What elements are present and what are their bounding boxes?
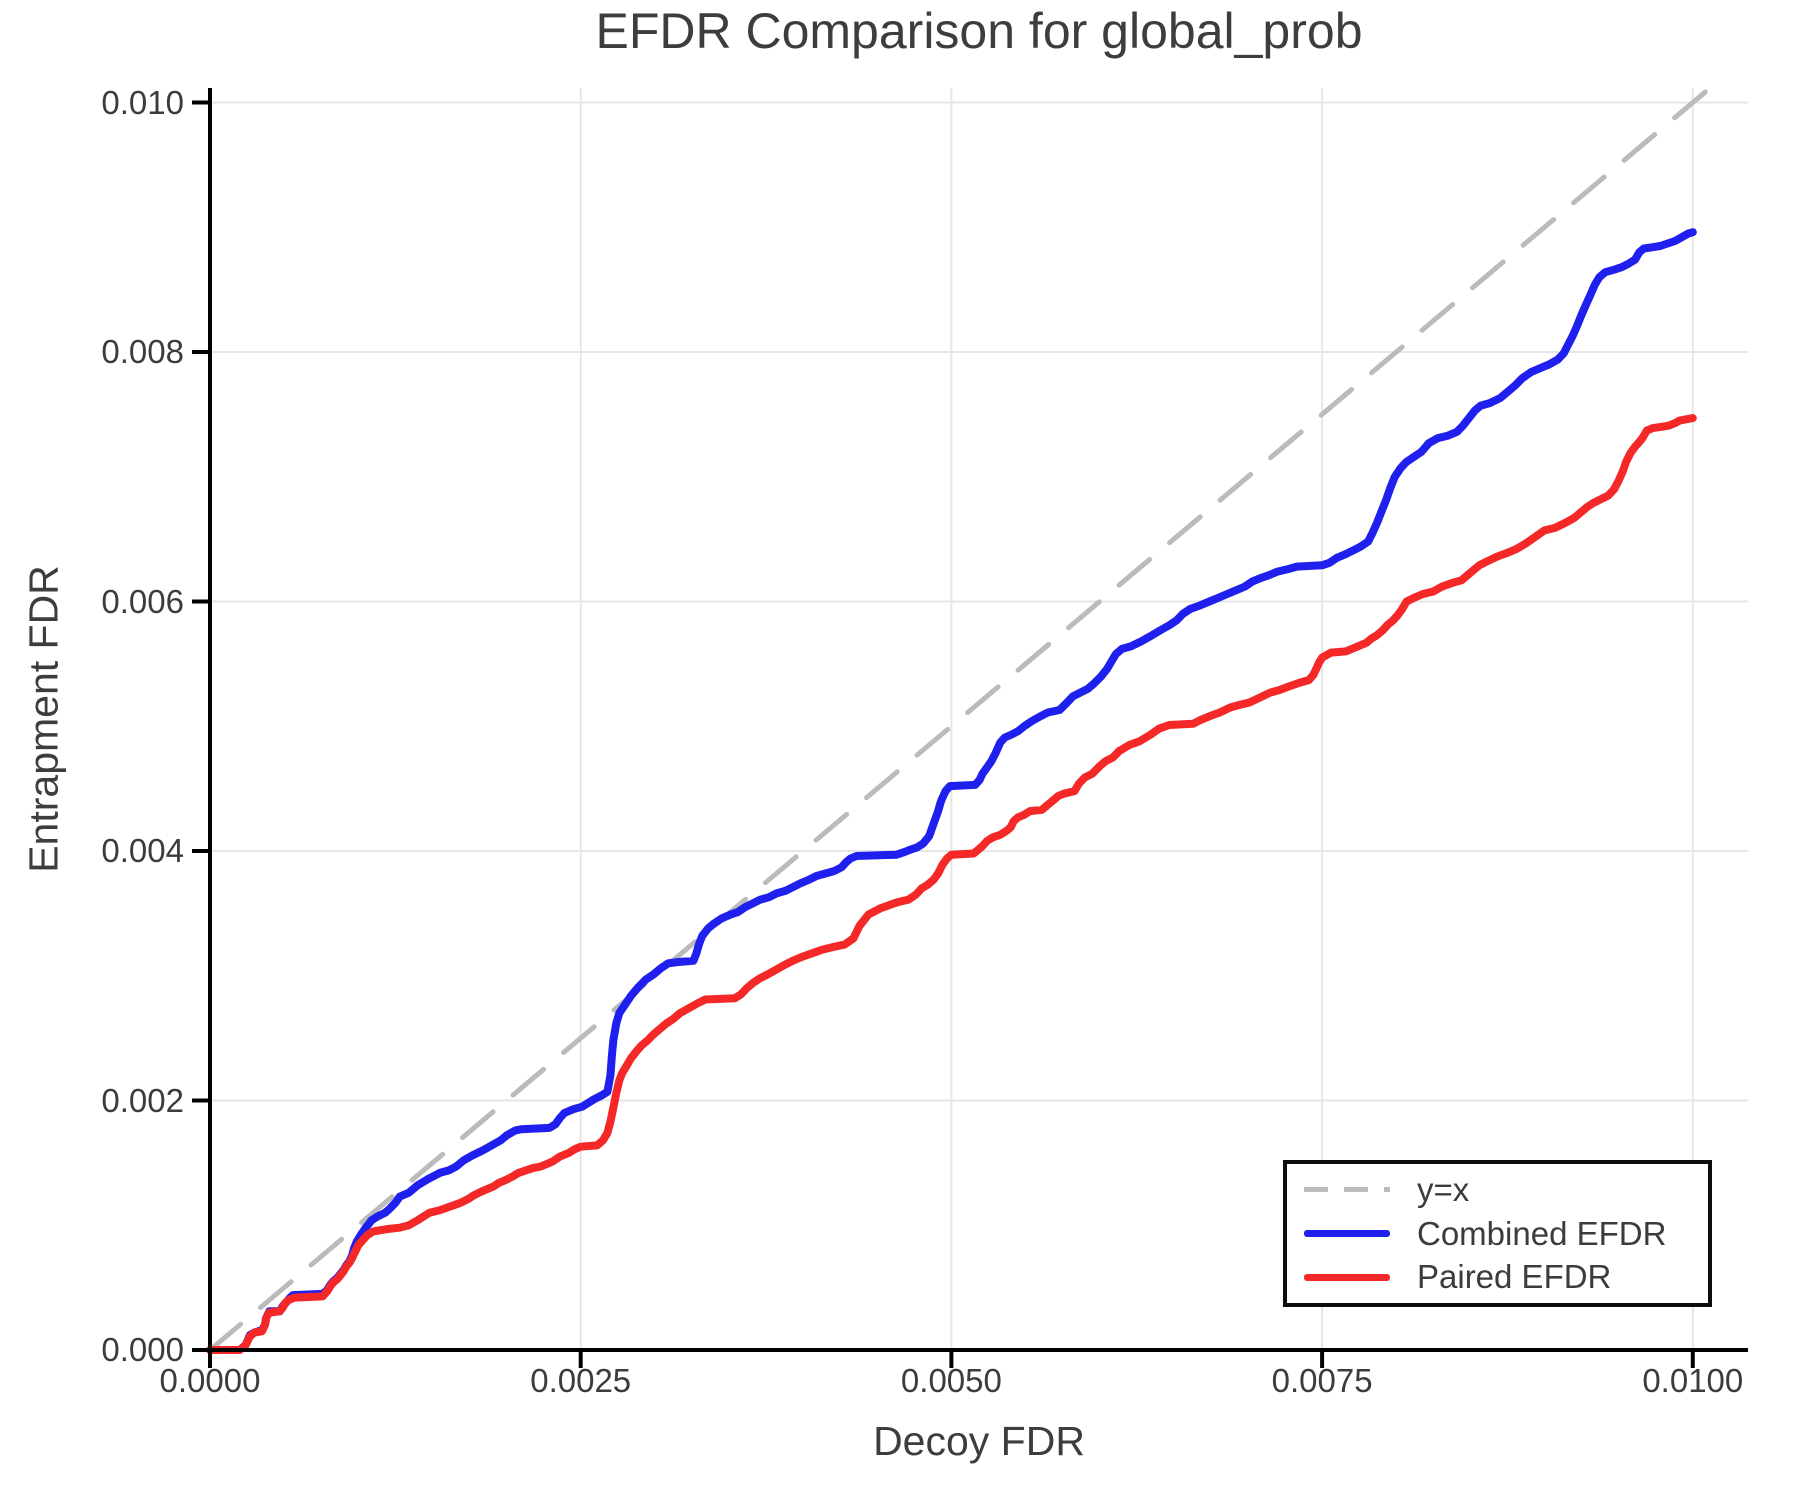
- y-tick-label: 0.006: [101, 582, 184, 620]
- combined-efdr-line-swatch: [1304, 1230, 1390, 1237]
- chart-title: EFDR Comparison for global_prob: [595, 3, 1363, 59]
- y-tick-label: 0.000: [101, 1331, 184, 1368]
- legend-row-identity: y=x: [1287, 1170, 1708, 1208]
- y-tick-label: 0.002: [101, 1081, 184, 1119]
- legend-row-paired-efdr: Paired EFDR: [1287, 1259, 1708, 1295]
- legend-row-combined-efdr: Combined EFDR: [1287, 1214, 1708, 1252]
- y-tick-label: 0.008: [101, 333, 184, 370]
- legend-label-combined-efdr: Combined EFDR: [1417, 1214, 1667, 1252]
- legend-box: y=x Combined EFDR Paired EFDR: [1283, 1160, 1712, 1307]
- x-axis-title: Decoy FDR: [873, 1418, 1085, 1464]
- legend-label-identity: y=x: [1417, 1170, 1470, 1208]
- y-tick-label: 0.004: [101, 832, 184, 869]
- x-tick-label: 0.0025: [530, 1362, 632, 1399]
- x-tick-label: 0.0050: [900, 1362, 1002, 1399]
- x-tick-label: 0.0100: [1642, 1362, 1744, 1399]
- y-tick-label: 0.010: [101, 83, 184, 121]
- identity-line-swatch: [1304, 1187, 1390, 1193]
- paired-efdr-line: [206, 414, 1697, 1354]
- combined-efdr-line: [206, 228, 1697, 1354]
- x-tick-label: 0.0075: [1271, 1362, 1373, 1399]
- legend-label-paired-efdr: Paired EFDR: [1417, 1258, 1612, 1296]
- x-tick-label: 0.0000: [159, 1362, 261, 1399]
- paired-efdr-line-swatch: [1304, 1273, 1390, 1281]
